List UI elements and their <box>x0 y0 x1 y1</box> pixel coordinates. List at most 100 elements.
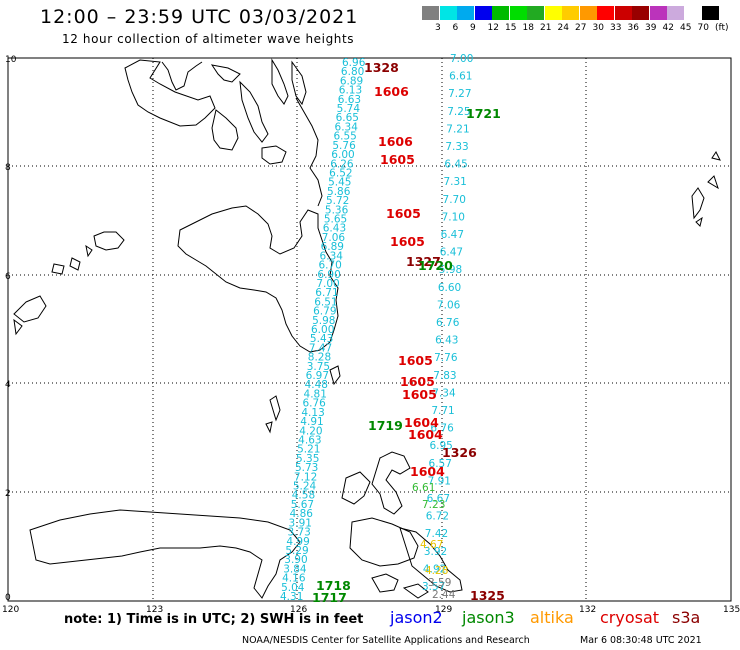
pass-time-label: 1606 <box>378 134 413 149</box>
color-scale-label: 70 <box>697 23 709 33</box>
legend-jason3: jason3 <box>462 608 515 627</box>
footer-note: note: 1) Time is in UTC; 2) SWH is in fe… <box>64 612 364 627</box>
wave-height-value: 7.25 <box>447 106 470 118</box>
wave-height-value: 7.33 <box>445 141 468 153</box>
wave-height-value: 6.00 <box>311 324 334 336</box>
color-scale-swatch <box>667 6 684 20</box>
lat-label: 8 <box>5 163 11 173</box>
wave-height-value: 5.86 <box>327 186 351 198</box>
wave-height-value: 8.28 <box>308 352 331 364</box>
wave-height-value: 5.74 <box>337 103 361 115</box>
wave-height-value: 7.70 <box>443 194 466 206</box>
wave-height-value: 7.12 <box>294 471 317 483</box>
wave-height-value: 4.67 <box>420 539 443 551</box>
wave-height-value: 6.47 <box>440 247 463 259</box>
color-scale-swatch <box>527 6 544 20</box>
color-scale-label: 42 <box>662 23 674 33</box>
wave-height-value: 4.91 <box>300 416 323 428</box>
pass-time-label: 1717 <box>312 590 347 605</box>
wave-height-value: 5.65 <box>324 214 347 226</box>
pass-time-label: 1605 <box>398 353 433 368</box>
lat-label: 2 <box>5 489 11 499</box>
wave-height-value: 4.86 <box>290 508 314 520</box>
wave-height-value: 4.31 <box>280 591 303 603</box>
wave-height-value: 4.28 <box>425 565 448 577</box>
wave-height-value: 6.61 <box>449 71 472 83</box>
lat-label: 10 <box>5 55 17 65</box>
wave-height-value: 5.21 <box>297 444 320 456</box>
color-scale-swatch <box>474 6 492 20</box>
wave-height-value: 7.42 <box>425 528 448 540</box>
wave-height-value: 6.89 <box>340 75 363 87</box>
wave-height-value: 6.34 <box>320 250 344 262</box>
wave-height-value: 6.45 <box>444 159 467 171</box>
color-scale-swatch <box>597 6 614 20</box>
wave-height-value: 7.00 <box>316 278 339 290</box>
wave-height-value: 6.51 <box>314 296 337 308</box>
wave-height-value: 6.13 <box>339 85 362 97</box>
wave-height-value: 5.43 <box>310 333 333 345</box>
lon-label: 129 <box>435 605 452 615</box>
legend-cryosat: cryosat <box>600 608 660 627</box>
wave-height-value: 5.67 <box>291 499 314 511</box>
wave-height-value: 5.98 <box>439 264 462 276</box>
color-scale-swatch <box>649 6 667 20</box>
lat-label: 0 <box>5 593 11 603</box>
color-scale-label: 12 <box>487 23 499 33</box>
wave-height-value: 4.58 <box>292 490 315 502</box>
wave-height-value: 6.34 <box>335 121 359 133</box>
wave-height-value: 7.83 <box>433 370 456 382</box>
legend-jason2: jason2 <box>390 608 443 627</box>
latitude-labels: 10 8 6 4 2 0 <box>5 55 17 603</box>
wave-height-value: 5.29 <box>285 545 308 557</box>
wave-height-value: 7.31 <box>443 176 466 188</box>
wave-height-value: 6.60 <box>438 282 461 294</box>
wave-height-value: 3.92 <box>424 546 447 558</box>
pass-time-label: 1604 <box>410 464 445 479</box>
color-scale-label: 24 <box>557 23 569 33</box>
wave-height-value: 6.63 <box>338 94 361 106</box>
color-scale-swatch <box>544 6 562 20</box>
color-scale-label: (ft) <box>715 23 729 33</box>
wave-height-value: 4.63 <box>298 434 321 446</box>
color-scale-swatch <box>492 6 509 20</box>
graticule <box>8 58 731 601</box>
color-scale-swatch <box>457 6 474 20</box>
wave-height-value: 5.35 <box>296 453 319 465</box>
wave-height-value: 7.00 <box>450 53 473 65</box>
color-scale-swatch <box>702 6 719 20</box>
wave-height-value: 3.84 <box>283 563 307 575</box>
color-scale-swatch <box>632 6 649 20</box>
color-scale-swatch <box>562 6 579 20</box>
pass-time-label: 1605 <box>390 234 425 249</box>
pass-time-label: 1605 <box>386 206 421 221</box>
wave-height-value: 6.43 <box>323 223 346 235</box>
color-scale-label: 18 <box>522 23 534 33</box>
pass-time-label: 1718 <box>316 578 351 593</box>
wave-height-value: 7.91 <box>428 475 451 487</box>
wave-height-value: 5.36 <box>325 204 349 216</box>
wave-height-value: 6.52 <box>329 167 352 179</box>
wave-height-value: 6.70 <box>318 260 341 272</box>
chart-subtitle: 12 hour collection of altimeter wave hei… <box>62 32 355 46</box>
lat-label: 6 <box>5 272 11 282</box>
longitude-labels: 120 123 126 129 132 135 <box>2 605 740 615</box>
map-frame <box>7 57 732 602</box>
credit-date: Mar 6 08:30:48 UTC 2021 <box>580 635 702 646</box>
pass-time-label: 1604 <box>408 427 443 442</box>
pass-time-label: 1327 <box>406 254 441 269</box>
wave-height-value: 6.95 <box>429 440 452 452</box>
lon-label: 132 <box>579 605 596 615</box>
color-scale-swatch <box>509 6 527 20</box>
pass-time-label: 1325 <box>470 588 505 603</box>
pass-time-label: 1720 <box>418 258 453 273</box>
pass-time-label: 1328 <box>364 60 399 75</box>
wave-height-value: 4.48 <box>305 379 328 391</box>
wave-height-value: 5.24 <box>293 481 317 493</box>
color-scale-label: 27 <box>575 23 587 33</box>
wave-height-value: 7.76 <box>434 352 458 364</box>
wave-height-value: 6.76 <box>302 398 326 410</box>
wave-height-value: 5.76 <box>332 140 356 152</box>
wave-height-value: 3.57 <box>422 581 445 593</box>
